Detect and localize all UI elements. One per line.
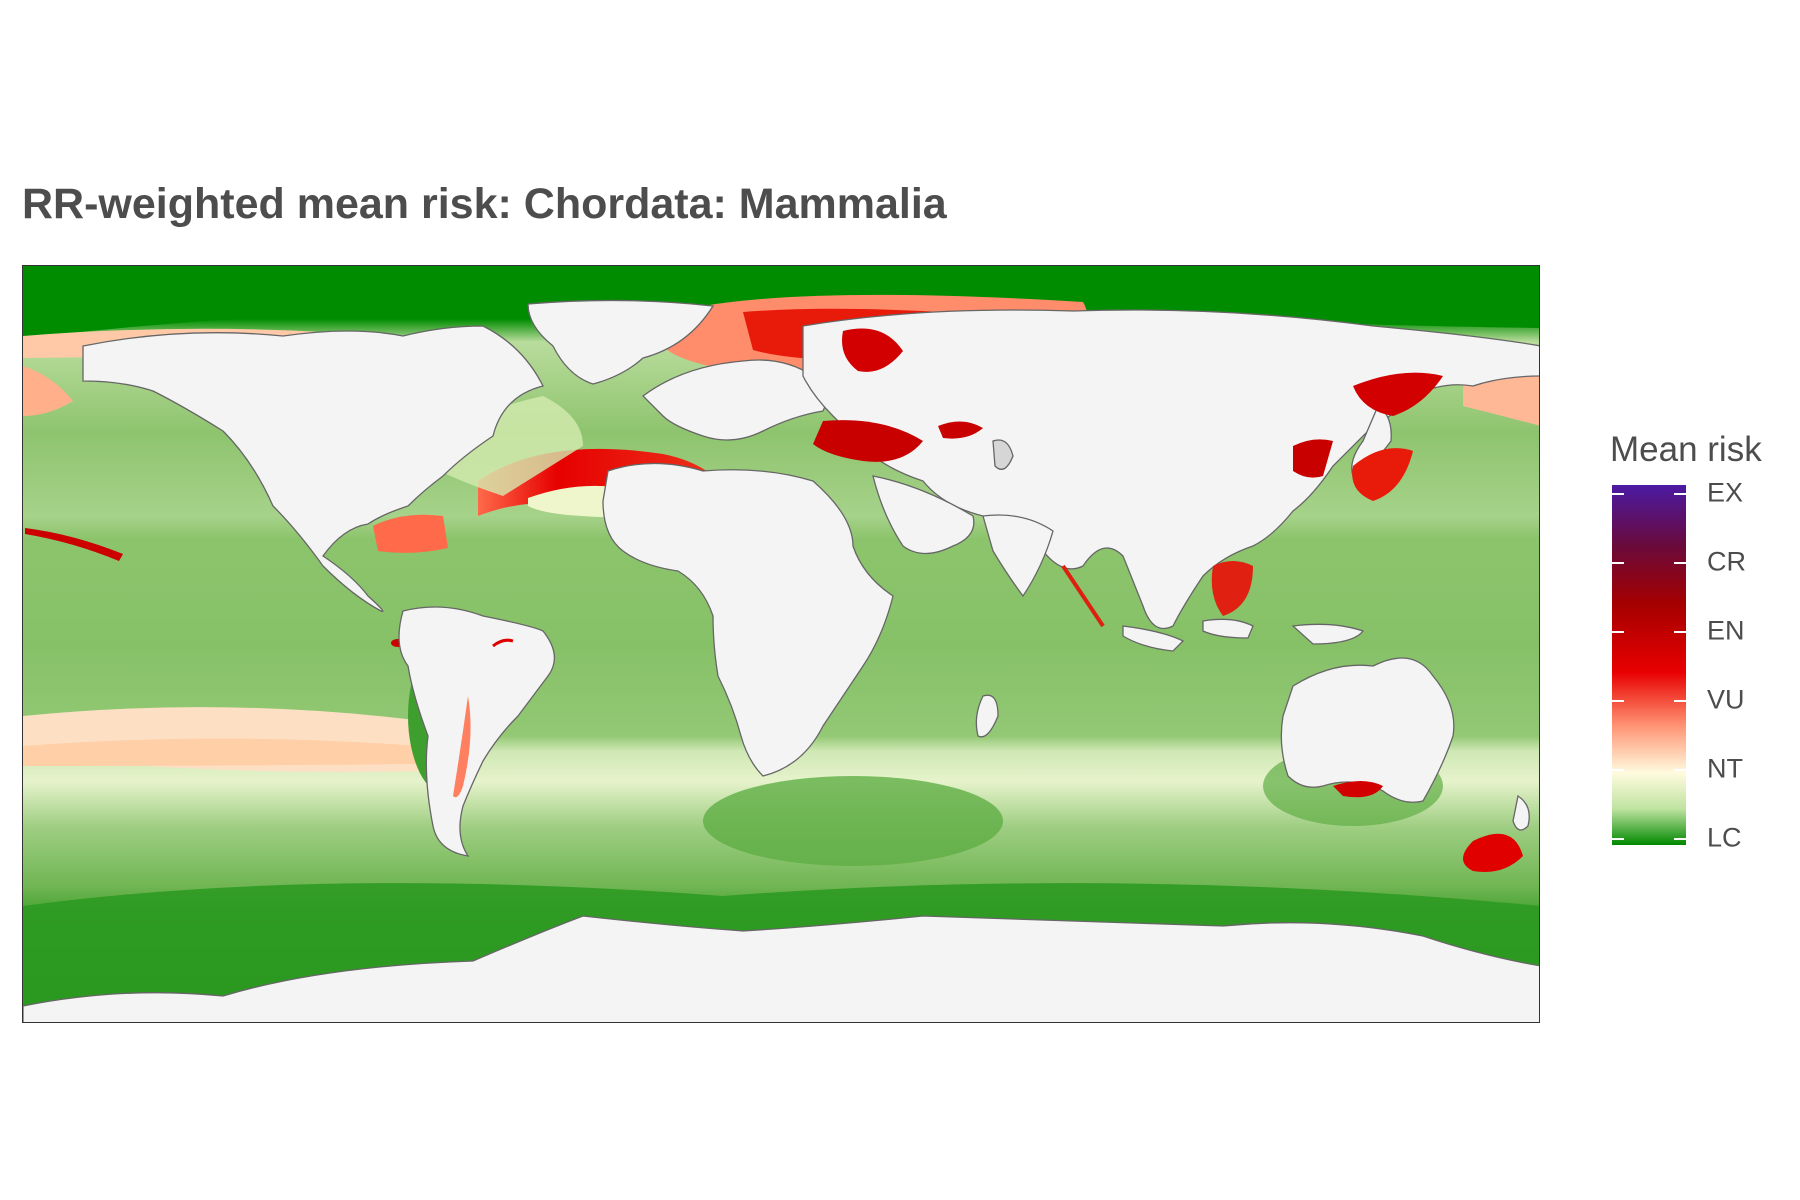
legend-label-lc: LC [1707, 822, 1742, 853]
legend-label-nt: NT [1707, 753, 1743, 784]
legend-title: Mean risk [1610, 430, 1762, 469]
legend-tick-left-3 [1612, 700, 1624, 702]
legend-tick-left-4 [1612, 769, 1624, 771]
coastal-risk [453, 328, 1523, 872]
legend-tick-left-1 [1612, 562, 1624, 564]
legend-tick-right-0 [1674, 493, 1686, 495]
plot-title: RR-weighted mean risk: Chordata: Mammali… [22, 180, 947, 228]
legend-tick-right-3 [1674, 700, 1686, 702]
legend-tick-right-5 [1674, 838, 1686, 840]
legend-tick-right-1 [1674, 562, 1686, 564]
legend-label-en: EN [1707, 615, 1745, 646]
map-panel[interactable] [22, 265, 1540, 1023]
legend-tick-left-2 [1612, 631, 1624, 633]
legend-tick-left-0 [1612, 493, 1624, 495]
legend-label-cr: CR [1707, 546, 1746, 577]
mediterranean-risk [813, 420, 923, 462]
legend-tick-right-4 [1674, 769, 1686, 771]
legend-label-ex: EX [1707, 477, 1744, 508]
legend: Mean risk EX CR EN VU NT LC [1610, 430, 1790, 860]
new-zealand-risk [1463, 833, 1523, 872]
legend-tick-left-5 [1612, 838, 1624, 840]
legend-label-vu: VU [1707, 684, 1745, 715]
legend-tick-right-2 [1674, 631, 1686, 633]
okhotsk-risk [1353, 372, 1443, 416]
world-map [23, 266, 1539, 1022]
legend-colorbar [1612, 485, 1686, 845]
